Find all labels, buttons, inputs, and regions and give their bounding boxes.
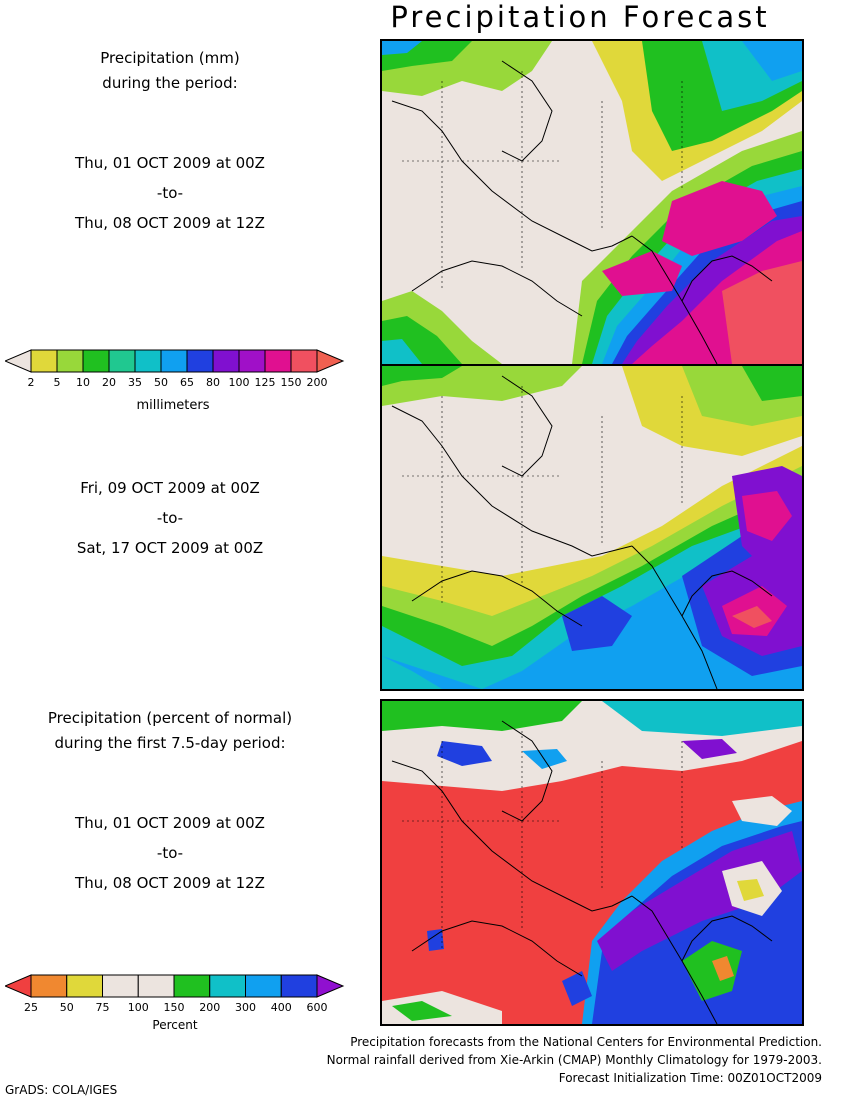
- colorbar-mm-swatch: [160, 349, 188, 373]
- colorbar-pct-tick-label: 600: [307, 1001, 328, 1014]
- colorbar-percent: 25 50 75 100 150 200 300 400 600: [3, 973, 350, 1049]
- colorbar-mm-swatch: [56, 349, 84, 373]
- page-title: Precipitation Forecast: [390, 0, 770, 34]
- panel1-to: -to-: [156, 184, 184, 202]
- colorbar-mm-right-cap: [316, 349, 345, 373]
- colorbar-percent-unit: Percent: [152, 1018, 198, 1032]
- panel1-header-line1: Precipitation (mm): [100, 49, 240, 67]
- colorbar-mm-tick-label: 80: [206, 376, 220, 389]
- colorbar-mm-swatch: [212, 349, 240, 373]
- colorbar-mm-left-cap: [3, 349, 32, 373]
- panel3-end-date: Thu, 08 OCT 2009 at 12Z: [75, 874, 265, 892]
- colorbar-mm-swatch: [264, 349, 292, 373]
- panel2-to: -to-: [156, 509, 184, 527]
- colorbar-mm-tick-label: 150: [281, 376, 302, 389]
- colorbar-mm-tick-label: 2: [28, 376, 35, 389]
- credits-line3: Forecast Initialization Time: 00Z01OCT20…: [558, 1071, 822, 1085]
- colorbar-mm-tick-label: 125: [255, 376, 276, 389]
- credits-line2: Normal rainfall derived from Xie-Arkin (…: [326, 1053, 822, 1067]
- colorbar-mm-tick-label: 5: [54, 376, 61, 389]
- colorbar-mm-unit: millimeters: [136, 398, 210, 413]
- colorbar-mm-tick-label: 20: [102, 376, 116, 389]
- colorbar-pct-tick-label: 75: [96, 1001, 110, 1014]
- colorbar-mm-swatch: [186, 349, 214, 373]
- colorbar-pct-tick-label: 100: [128, 1001, 149, 1014]
- colorbar-mm-swatch: [30, 349, 58, 373]
- colorbar-mm-swatch: [238, 349, 266, 373]
- panel3-header-line2: during the first 7.5-day period:: [54, 734, 286, 752]
- colorbar-pct-tick-label: 25: [24, 1001, 38, 1014]
- colorbar-pct-swatch: [280, 974, 318, 998]
- colorbar-pct-tick-label: 150: [164, 1001, 185, 1014]
- colorbar-pct-swatch: [137, 974, 175, 998]
- colorbar-mm-tick-label: 50: [154, 376, 168, 389]
- panel1-header-line2: during the period:: [102, 74, 238, 92]
- colorbar-pct-swatch: [209, 974, 246, 998]
- colorbar-pct-swatch: [102, 974, 139, 998]
- map-panel-week1-precip: [380, 39, 804, 366]
- colorbar-pct-swatch: [30, 974, 68, 998]
- colorbar-mm-tick-label: 10: [76, 376, 90, 389]
- panel3-start-date: Thu, 01 OCT 2009 at 00Z: [75, 814, 265, 832]
- colorbar-mm-tick-label: 35: [128, 376, 142, 389]
- colorbar-pct-tick-label: 50: [60, 1001, 74, 1014]
- panel2-end-date: Sat, 17 OCT 2009 at 00Z: [76, 539, 264, 557]
- colorbar-mm-swatch: [82, 349, 110, 373]
- colorbar-mm-tick-label: 65: [180, 376, 194, 389]
- panel1-start-date: Thu, 01 OCT 2009 at 00Z: [75, 154, 265, 172]
- colorbar-pct-swatch: [173, 974, 211, 998]
- colorbar-pct-swatch: [66, 974, 103, 998]
- colorbar-pct-swatch: [245, 974, 282, 998]
- map-panel-week2-precip: [380, 364, 804, 691]
- colorbar-pct-tick-label: 300: [235, 1001, 256, 1014]
- panel3-header-line1: Precipitation (percent of normal): [47, 709, 293, 727]
- map-panel-percent-of-normal: [380, 699, 804, 1026]
- panel3-to: -to-: [156, 844, 184, 862]
- colorbar-pct-tick-label: 200: [199, 1001, 220, 1014]
- colorbar-mm-swatch: [290, 349, 318, 373]
- panel1-end-date: Thu, 08 OCT 2009 at 12Z: [75, 214, 265, 232]
- colorbar-pct-right-cap: [316, 974, 345, 998]
- colorbar-pct-left-cap: [3, 974, 32, 998]
- software-credit: GrADS: COLA/IGES: [5, 1083, 118, 1097]
- credits-line1: Precipitation forecasts from the Nationa…: [350, 1035, 822, 1049]
- colorbar-pct-tick-label: 400: [271, 1001, 292, 1014]
- colorbar-mm-tick-label: 200: [307, 376, 328, 389]
- colorbar-mm-swatch: [108, 349, 136, 373]
- colorbar-mm-tick-label: 100: [229, 376, 250, 389]
- colorbar-millimeters: 2 5 10 20 35 50 65 80 100 125 150 200: [3, 348, 350, 424]
- panel2-start-date: Fri, 09 OCT 2009 at 00Z: [80, 479, 260, 497]
- colorbar-mm-swatch: [134, 349, 162, 373]
